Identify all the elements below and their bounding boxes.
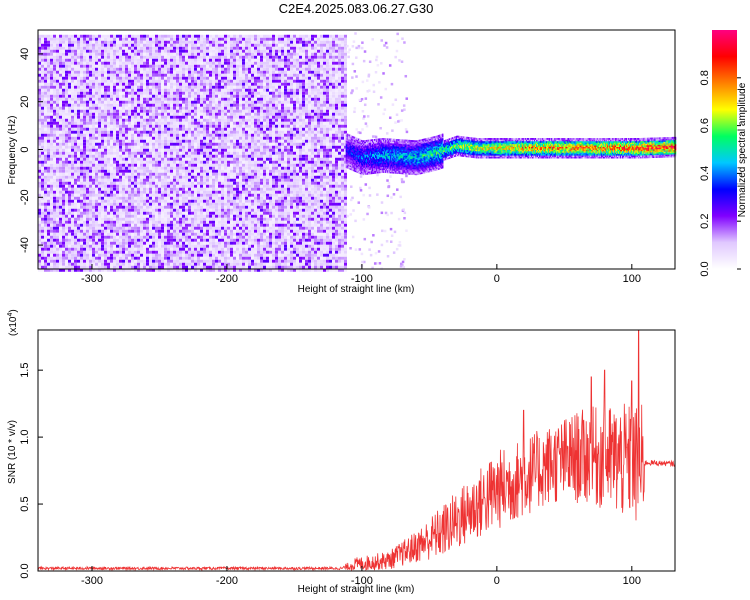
x-tick-label: -300 bbox=[81, 273, 103, 285]
colorbar-tick-label: 0.6 bbox=[699, 118, 711, 133]
spectrogram-x-ticks: -300 -200 -100 0 100 bbox=[81, 264, 641, 285]
snr-frame bbox=[37, 329, 676, 572]
spectrogram-heatmap bbox=[38, 32, 677, 272]
snr-x-ticks: -300 -200 -100 0 100 bbox=[81, 566, 641, 587]
y-tick-label: 20 bbox=[19, 96, 31, 108]
y-tick-label: 40 bbox=[19, 48, 31, 60]
colorbar-ticks: 0.0 0.2 0.4 0.6 0.8 bbox=[699, 70, 741, 277]
spectrogram-y-axis-label: Frequency (Hz) bbox=[7, 116, 18, 185]
x-tick-label: -300 bbox=[81, 575, 103, 587]
x-tick-label: -200 bbox=[216, 273, 238, 285]
colorbar-tick-label: 0.0 bbox=[699, 261, 711, 276]
y-tick-label: 1.5 bbox=[19, 363, 31, 378]
x-tick-label: -100 bbox=[351, 575, 373, 587]
colorbar-label: Normalized spectral amplitude bbox=[737, 82, 748, 217]
snr-panel: -300 -200 -100 0 100 0.0 0.5 1.0 1.5 Height of … bbox=[7, 309, 676, 595]
x-tick-label: 0 bbox=[494, 273, 500, 285]
spectrogram-x-axis-label: Height of straight line (km) bbox=[298, 284, 415, 295]
colorbar: 0.0 0.2 0.4 0.6 0.8 Normalized spectral ampl… bbox=[699, 30, 748, 277]
snr-y-ticks: 0.0 0.5 1.0 1.5 bbox=[19, 363, 43, 579]
y-tick-label: 0 bbox=[19, 146, 31, 152]
y-tick-label: -40 bbox=[19, 237, 31, 253]
colorbar-tick-label: 0.8 bbox=[699, 70, 711, 85]
colorbar-tick-label: 0.2 bbox=[699, 214, 711, 229]
snr-series-line bbox=[37, 329, 676, 572]
colorbar-tick-label: 0.4 bbox=[699, 166, 711, 181]
x-tick-label: 0 bbox=[494, 575, 500, 587]
y-tick-label: 0.0 bbox=[19, 563, 31, 578]
y-tick-label: 1.0 bbox=[19, 429, 31, 444]
chart-title: C2E4.2025.083.06.27.G30 bbox=[279, 1, 434, 16]
spectrogram-y-ticks: -40 -20 0 20 40 bbox=[19, 48, 43, 253]
y-tick-label: 0.5 bbox=[19, 496, 31, 511]
y-tick-label: -20 bbox=[19, 189, 31, 205]
snr-multiplier-label: (x104) bbox=[7, 309, 19, 336]
x-tick-label: 100 bbox=[623, 273, 641, 285]
colorbar-gradient bbox=[712, 30, 737, 269]
x-tick-label: -100 bbox=[351, 273, 373, 285]
snr-y-axis-label: SNR (10 * v/v) bbox=[7, 420, 18, 484]
x-tick-label: 100 bbox=[623, 575, 641, 587]
snr-x-axis-label: Height of straight line (km) bbox=[298, 584, 415, 595]
x-tick-label: -200 bbox=[216, 575, 238, 587]
